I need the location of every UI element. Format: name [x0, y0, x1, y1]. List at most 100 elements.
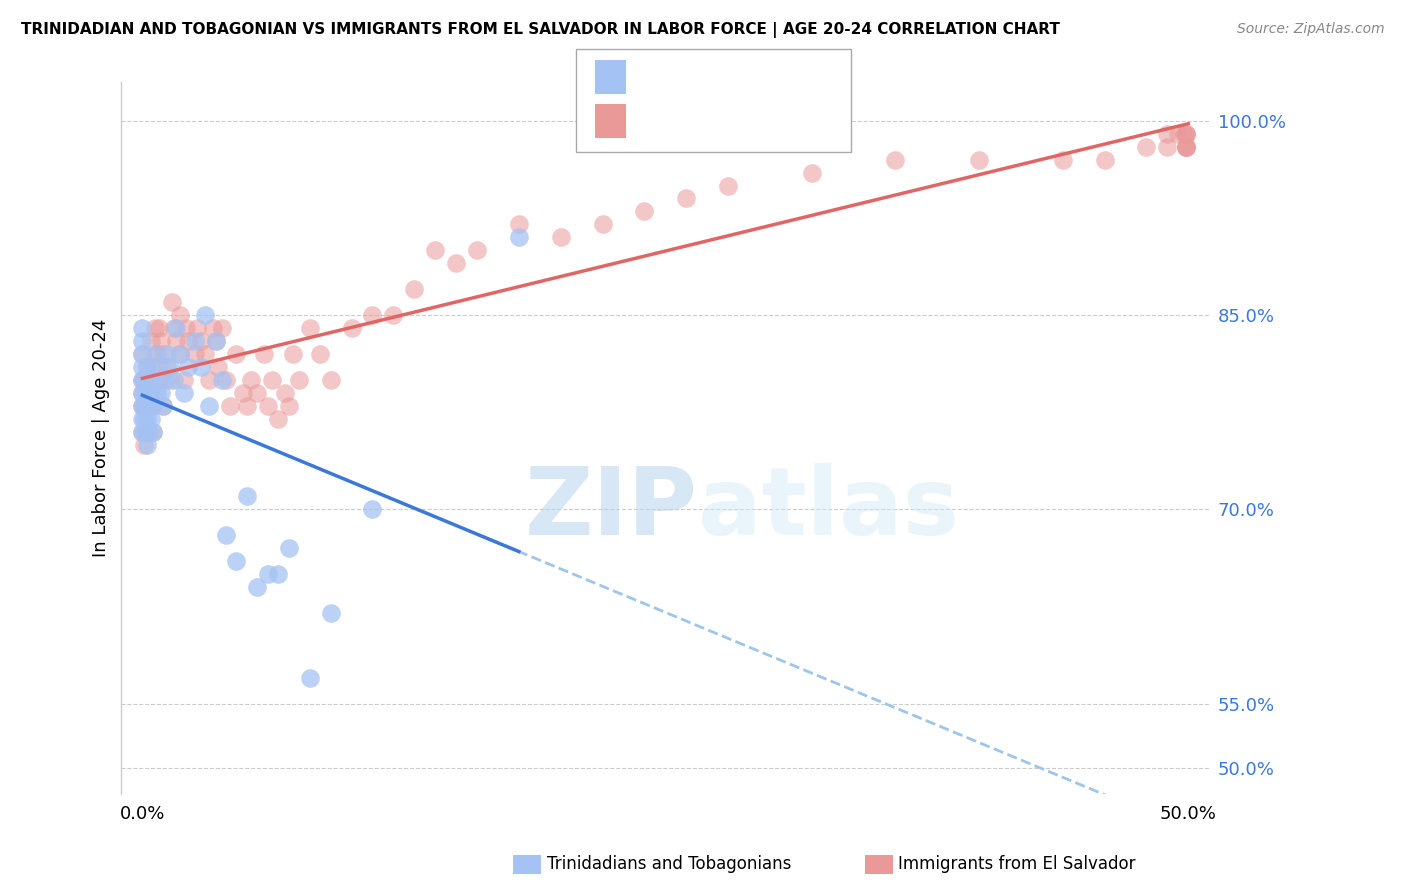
Text: R = 0.374   N = 56: R = 0.374 N = 56: [633, 67, 803, 85]
Point: [131, 347, 153, 361]
Point: [131, 373, 153, 387]
Point: [131, 399, 153, 413]
Point: [550, 230, 572, 244]
Point: [288, 373, 311, 387]
Point: [135, 411, 157, 425]
Point: [138, 385, 160, 400]
Point: [298, 321, 321, 335]
Point: [142, 425, 165, 439]
Point: [1052, 153, 1074, 167]
Point: [361, 502, 384, 516]
Point: [1173, 127, 1195, 141]
Point: [134, 411, 156, 425]
Text: atlas: atlas: [697, 463, 959, 556]
Point: [194, 308, 217, 322]
Point: [198, 399, 221, 413]
Point: [215, 373, 238, 387]
Point: [143, 347, 166, 361]
Text: ZIP: ZIP: [524, 463, 697, 556]
Point: [190, 334, 212, 348]
Point: [160, 295, 183, 310]
Point: [159, 359, 181, 374]
Point: [142, 373, 165, 387]
Point: [207, 359, 229, 374]
Point: [134, 437, 156, 451]
Point: [131, 425, 153, 439]
Point: [1156, 127, 1178, 141]
Text: Source: ZipAtlas.com: Source: ZipAtlas.com: [1237, 22, 1385, 37]
Point: [156, 359, 179, 374]
Point: [309, 347, 332, 361]
Point: [134, 399, 156, 413]
Point: [1175, 127, 1198, 141]
Point: [139, 411, 162, 425]
Point: [131, 385, 153, 400]
Point: [134, 399, 156, 413]
Text: R = 0.454   N = 89: R = 0.454 N = 89: [633, 111, 803, 129]
Point: [465, 244, 488, 258]
Point: [236, 490, 259, 504]
Point: [1175, 139, 1198, 153]
Point: [150, 334, 173, 348]
Point: [1175, 127, 1198, 141]
Point: [800, 165, 823, 179]
Point: [155, 373, 177, 387]
Point: [131, 385, 153, 400]
Point: [183, 334, 205, 348]
Point: [717, 178, 740, 193]
Point: [138, 399, 160, 413]
Point: [225, 554, 247, 568]
Point: [215, 528, 238, 542]
Point: [361, 308, 384, 322]
Point: [148, 359, 170, 374]
Y-axis label: In Labor Force | Age 20-24: In Labor Force | Age 20-24: [93, 319, 110, 558]
Point: [148, 373, 170, 387]
Point: [134, 373, 156, 387]
Point: [508, 230, 530, 244]
Point: [131, 411, 153, 425]
Point: [139, 385, 162, 400]
Point: [169, 308, 191, 322]
Point: [173, 385, 195, 400]
Point: [219, 399, 242, 413]
Point: [246, 580, 269, 594]
Point: [277, 541, 299, 556]
Point: [633, 204, 655, 219]
Point: [138, 373, 160, 387]
Point: [382, 308, 405, 322]
Point: [163, 321, 186, 335]
Point: [169, 347, 191, 361]
Point: [177, 334, 200, 348]
Point: [198, 373, 221, 387]
Point: [204, 334, 226, 348]
Point: [152, 399, 174, 413]
Point: [135, 359, 157, 374]
Point: [425, 244, 447, 258]
Point: [246, 385, 269, 400]
Point: [319, 606, 342, 620]
Point: [165, 334, 187, 348]
Point: [152, 399, 174, 413]
Point: [1175, 139, 1198, 153]
Point: [967, 153, 990, 167]
Point: [319, 373, 342, 387]
Point: [156, 347, 179, 361]
Point: [194, 347, 217, 361]
Point: [257, 399, 280, 413]
Point: [131, 347, 153, 361]
Text: Trinidadians and Tobagonians: Trinidadians and Tobagonians: [547, 855, 792, 873]
Point: [253, 347, 276, 361]
Point: [135, 385, 157, 400]
Point: [131, 425, 153, 439]
Point: [165, 321, 187, 335]
Point: [204, 334, 226, 348]
Point: [131, 334, 153, 348]
Point: [142, 359, 165, 374]
Point: [211, 321, 233, 335]
Point: [131, 321, 153, 335]
Point: [190, 359, 212, 374]
Point: [142, 425, 165, 439]
Point: [1156, 139, 1178, 153]
Point: [131, 359, 153, 374]
Point: [404, 282, 426, 296]
